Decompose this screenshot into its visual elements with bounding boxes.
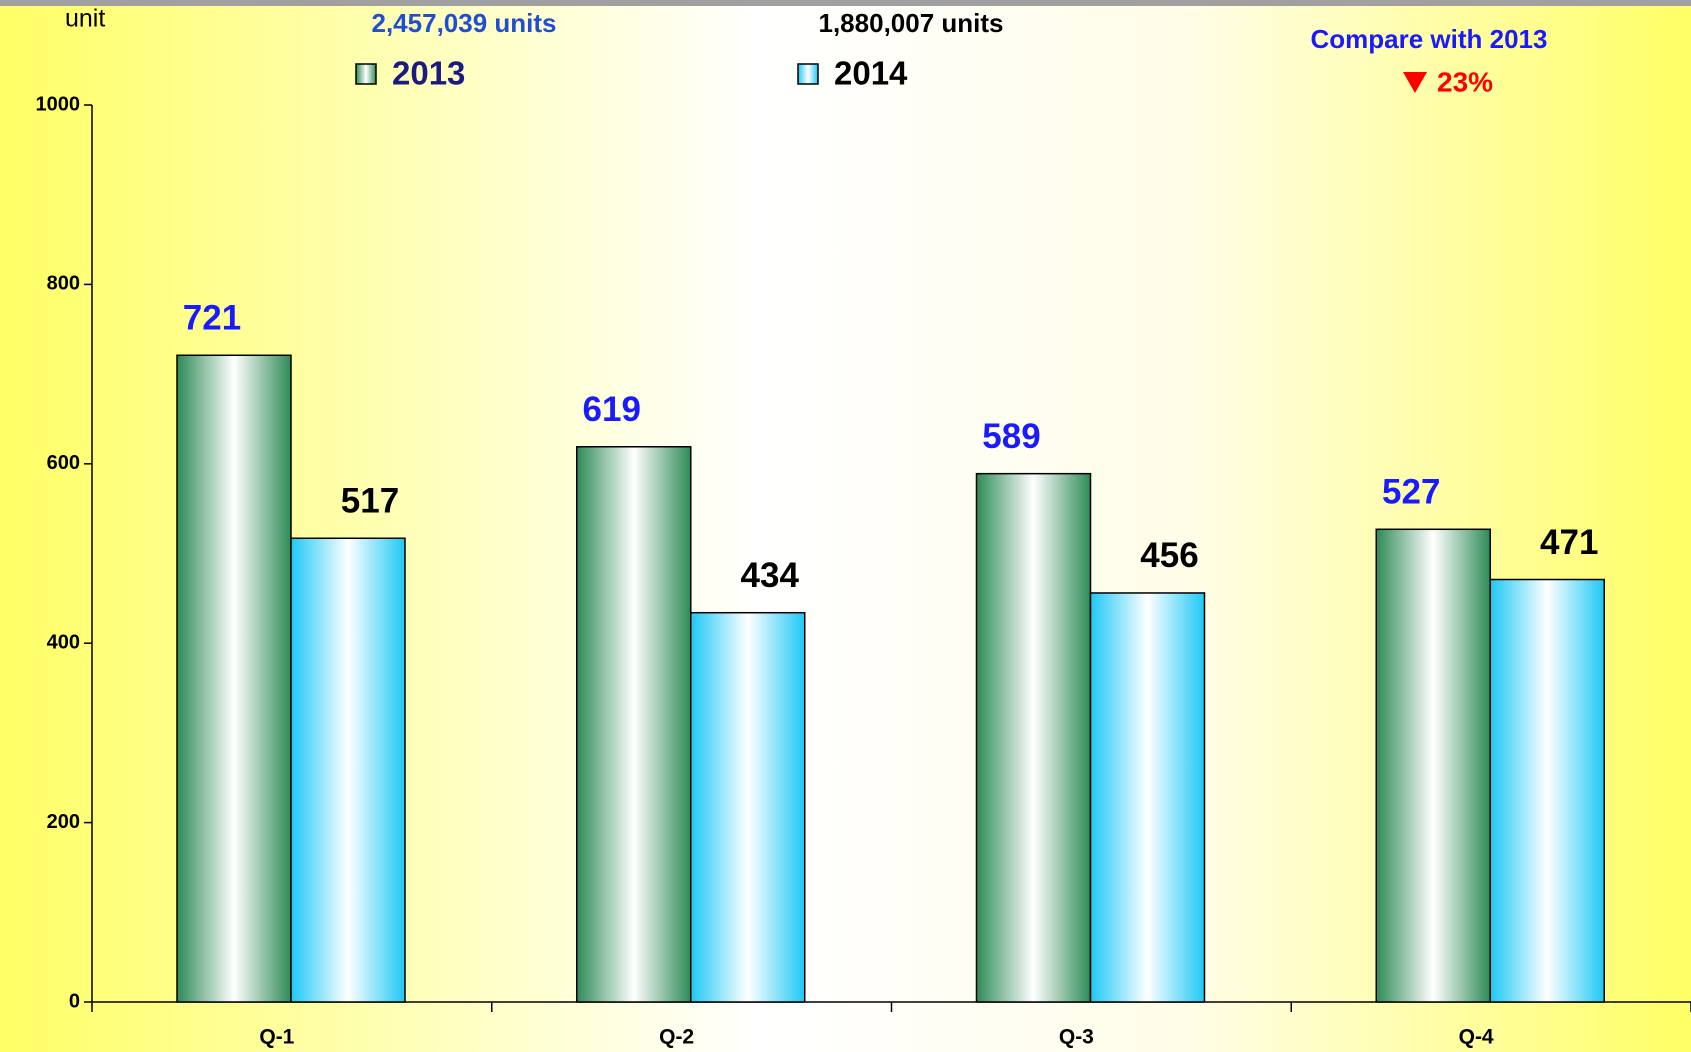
y-axis-label: unit bbox=[65, 5, 105, 33]
bar bbox=[975, 472, 1092, 1003]
bar bbox=[1375, 528, 1491, 1003]
series-total: 2,457,039 units bbox=[372, 8, 557, 38]
legend-label: 2013 bbox=[392, 55, 465, 92]
bar bbox=[290, 537, 406, 1003]
y-tick-label: 800 bbox=[47, 273, 80, 295]
legend-label: 2014 bbox=[834, 55, 908, 92]
x-tick-label: Q-4 bbox=[1459, 1026, 1494, 1049]
comparison-text: Compare with 2013 bbox=[1311, 24, 1548, 54]
x-tick-label: Q-3 bbox=[1059, 1026, 1094, 1049]
legend-swatch bbox=[355, 63, 377, 85]
data-label: 471 bbox=[1540, 523, 1598, 562]
data-label: 517 bbox=[341, 482, 399, 521]
data-label: 527 bbox=[1382, 473, 1440, 512]
down-arrow bbox=[1403, 72, 1427, 93]
legend-swatch bbox=[797, 63, 819, 85]
bar bbox=[1489, 578, 1605, 1003]
data-label: 721 bbox=[183, 299, 241, 338]
top-border bbox=[0, 0, 1691, 6]
data-label: 434 bbox=[741, 556, 800, 595]
y-tick-label: 200 bbox=[47, 811, 80, 833]
bar bbox=[576, 446, 692, 1003]
y-tick-label: 1000 bbox=[36, 93, 81, 115]
data-label: 619 bbox=[583, 390, 641, 429]
y-tick-label: 0 bbox=[69, 990, 80, 1012]
y-tick-label: 600 bbox=[47, 452, 80, 474]
x-tick-label: Q-2 bbox=[659, 1026, 694, 1049]
data-label: 589 bbox=[982, 417, 1040, 456]
y-tick-label: 400 bbox=[47, 631, 80, 653]
bar bbox=[176, 354, 292, 1003]
series-total: 1,880,007 units bbox=[819, 8, 1004, 38]
data-label: 456 bbox=[1140, 536, 1198, 575]
bar bbox=[690, 611, 806, 1003]
x-tick-label: Q-1 bbox=[259, 1026, 294, 1049]
comparison-change: 23% bbox=[1437, 66, 1493, 97]
bar bbox=[1089, 592, 1206, 1003]
